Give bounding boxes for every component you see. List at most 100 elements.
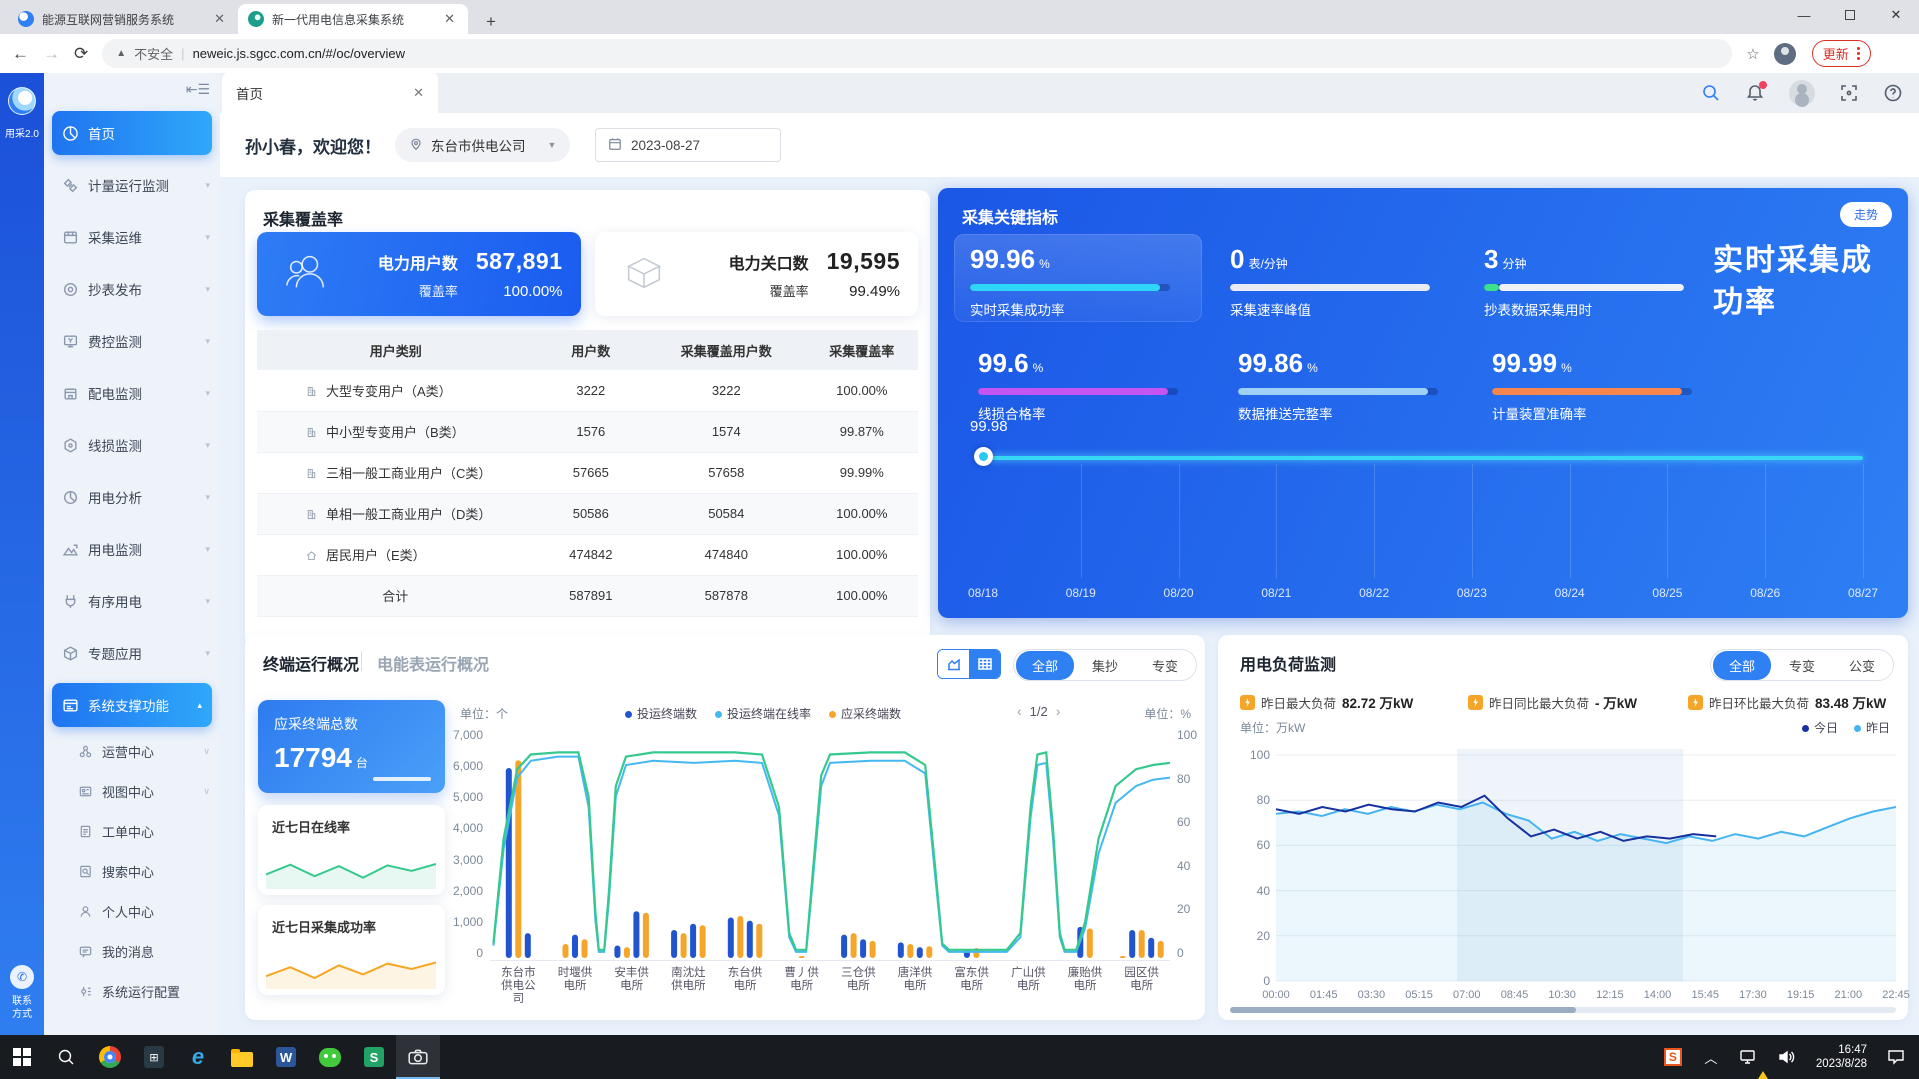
sidebar-item-fee[interactable]: 费控监测 ▾	[44, 315, 220, 367]
sidebar-item-label: 抄表发布	[88, 283, 142, 298]
sidebar-item-line-loss[interactable]: 线损监测 ▾	[44, 419, 220, 471]
taskbar-wechat-icon[interactable]	[308, 1035, 352, 1079]
load-x-tick: 21:00	[1834, 989, 1863, 1001]
window-close-button[interactable]: ✕	[1890, 7, 1902, 22]
sidebar-item-orderly[interactable]: 有序用电 ▾	[44, 575, 220, 627]
sidebar-item-operation[interactable]: 运营中心 ∨	[44, 731, 220, 771]
sidebar-item-analysis[interactable]: 用电分析 ▾	[44, 471, 220, 523]
sidebar-item-view[interactable]: 视图中心 ∨	[44, 771, 220, 811]
terminal-y-right-tick: 100	[1177, 728, 1198, 742]
window-minimize-button[interactable]: —	[1797, 7, 1811, 23]
sidebar-item-metering[interactable]: 计量运行监测 ▾	[44, 159, 220, 211]
forward-icon[interactable]: →	[43, 43, 60, 63]
network-icon[interactable]	[1732, 1035, 1768, 1079]
page-next-icon[interactable]: ›	[1055, 703, 1061, 719]
taskbar-search-icon[interactable]	[44, 1035, 88, 1079]
legend-item[interactable]: 投运终端数	[625, 705, 697, 722]
browser-menu-icon[interactable]	[1856, 47, 1860, 60]
contact-block[interactable]: ✆ 联系 方式	[0, 965, 44, 1021]
browser-tab-2[interactable]: 新一代用电信息采集系统 ✕	[238, 4, 468, 34]
fullscreen-icon[interactable]	[1839, 83, 1859, 103]
page-tab-close-icon[interactable]: ✕	[413, 85, 424, 100]
date-input[interactable]: 2023-08-27	[595, 128, 781, 162]
page-prev-icon[interactable]: ‹	[1017, 703, 1022, 719]
load-y-tick: 100	[1249, 748, 1270, 762]
taskbar-folder-icon[interactable]	[220, 1035, 264, 1079]
trend-button[interactable]: 走势	[1839, 202, 1892, 227]
load-filter-0[interactable]: 全部	[1712, 650, 1771, 680]
taskbar-chrome-icon[interactable]	[88, 1035, 132, 1079]
refresh-icon[interactable]: ⟳	[74, 43, 89, 63]
bookmark-star-icon[interactable]: ☆	[1746, 45, 1760, 63]
table-view-icon[interactable]	[969, 650, 1000, 678]
collapse-sidebar-icon[interactable]: ⇤☰	[185, 81, 210, 97]
kpi-x-tick: 08/22	[1359, 586, 1390, 600]
search-icon[interactable]	[1701, 83, 1721, 103]
sidebar-item-topic[interactable]: 专题应用 ▾	[44, 627, 220, 679]
terminal-y-right-tick: 20	[1177, 902, 1191, 917]
sidebar-item-sys-config[interactable]: 系统运行配置	[44, 971, 220, 1011]
tray-hidden-icons[interactable]: ︿	[1704, 1050, 1718, 1066]
terminal-filter-2[interactable]: 专变	[1152, 658, 1179, 674]
tray-s-icon[interactable]: S	[1656, 1035, 1690, 1079]
browser-profile-avatar[interactable]	[1773, 42, 1796, 65]
taskbar-calculator-icon[interactable]: ⊞	[132, 1035, 176, 1079]
browser-update-button[interactable]: 更新	[1811, 40, 1871, 67]
notification-bell-icon[interactable]	[1745, 81, 1767, 103]
legend-item[interactable]: 今日	[1801, 719, 1838, 736]
sidebar-item-collect[interactable]: 采集运维 ▾	[44, 211, 220, 263]
help-icon[interactable]	[1883, 83, 1903, 103]
kpi-slider-handle[interactable]	[974, 447, 993, 466]
terminal-filter-0[interactable]: 全部	[1016, 650, 1075, 680]
sidebar-item-search-center[interactable]: 搜索中心	[44, 851, 220, 891]
sidebar-item-monitor[interactable]: 用电监测 ▾	[44, 523, 220, 575]
sidebar-item-message[interactable]: 我的消息	[44, 931, 220, 971]
sidebar-item-meter-read[interactable]: 抄表发布 ▾	[44, 263, 220, 315]
tab2-close-icon[interactable]: ✕	[444, 11, 455, 26]
terminal-x-tick: 东台市 供电公司	[501, 967, 536, 1005]
browser-tab-1[interactable]: 能源互联网营销服务系统 ✕	[8, 4, 238, 34]
legend-item[interactable]: 昨日	[1853, 719, 1890, 736]
taskbar-s-app-icon[interactable]: S	[352, 1035, 396, 1079]
back-icon[interactable]: ←	[12, 43, 29, 63]
taskbar: ⊞ e W S S ︿ 16:47 2023/8/28	[0, 1035, 1919, 1079]
sidebar-item-system[interactable]: 系统支撑功能 ▴	[52, 683, 212, 727]
terminal-y-right-tick: 80	[1177, 771, 1191, 786]
building-icon	[305, 467, 318, 480]
terminal-filter-1[interactable]: 集抄	[1092, 658, 1119, 674]
new-tab-button[interactable]: +	[486, 12, 496, 31]
legend-item[interactable]: 应采终端数	[829, 705, 901, 722]
terminal-alt-tab[interactable]: 电能表运行概况	[377, 657, 490, 674]
notification-badge	[1759, 81, 1767, 89]
sidebar-item-ticket[interactable]: 工单中心	[44, 811, 220, 851]
load-scrollbar[interactable]	[1230, 1007, 1896, 1013]
org-select[interactable]: 东台市供电公司 ▼	[395, 128, 571, 162]
user-avatar[interactable]	[1789, 80, 1815, 106]
start-button[interactable]	[0, 1035, 44, 1079]
load-filter-2[interactable]: 公变	[1848, 658, 1875, 674]
tab1-close-icon[interactable]: ✕	[214, 11, 225, 26]
sidebar-item-distribution[interactable]: 配电监测 ▾	[44, 367, 220, 419]
load-filter-1[interactable]: 专变	[1788, 658, 1815, 674]
sidebar-item-home[interactable]: 首页	[52, 111, 212, 155]
sidebar-item-personal[interactable]: 个人中心	[44, 891, 220, 931]
kpi-x-tick: 08/19	[1065, 586, 1096, 600]
taskbar-ie-icon[interactable]: e	[191, 1044, 205, 1069]
table-header-cell: 用户类别	[257, 330, 535, 370]
action-center-icon[interactable]	[1879, 1035, 1913, 1079]
kpi-x-tick: 08/23	[1456, 586, 1487, 600]
orderly-icon	[62, 593, 79, 610]
address-bar[interactable]: ▲ 不安全 | neweic.js.sgcc.com.cn/#/oc/overv…	[102, 39, 1733, 68]
taskbar-screenshot-icon[interactable]	[396, 1035, 440, 1079]
load-stat-icon	[1688, 694, 1703, 710]
chart-view-icon[interactable]	[938, 650, 969, 678]
volume-icon[interactable]	[1770, 1035, 1804, 1079]
terminal-filter-group: 全部 集抄 专变	[1013, 649, 1198, 681]
window-restore-button[interactable]	[1827, 0, 1873, 30]
phone-icon: ✆	[10, 965, 34, 989]
taskbar-word-icon[interactable]: W	[264, 1035, 308, 1079]
legend-item[interactable]: 投运终端在线率	[715, 705, 811, 722]
page-tab-home[interactable]: 首页 ✕	[222, 73, 438, 113]
taskbar-clock[interactable]: 16:47 2023/8/28	[1808, 1043, 1875, 1071]
load-scrollbar-thumb[interactable]	[1230, 1007, 1577, 1013]
